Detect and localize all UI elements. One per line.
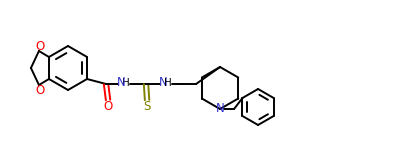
Text: H: H bbox=[164, 78, 172, 88]
Text: S: S bbox=[143, 100, 151, 114]
Text: O: O bbox=[35, 39, 44, 52]
Text: O: O bbox=[104, 100, 113, 114]
Text: N: N bbox=[117, 76, 126, 90]
Text: N: N bbox=[216, 102, 224, 116]
Text: N: N bbox=[159, 76, 168, 90]
Text: H: H bbox=[122, 78, 130, 88]
Text: O: O bbox=[35, 84, 44, 96]
